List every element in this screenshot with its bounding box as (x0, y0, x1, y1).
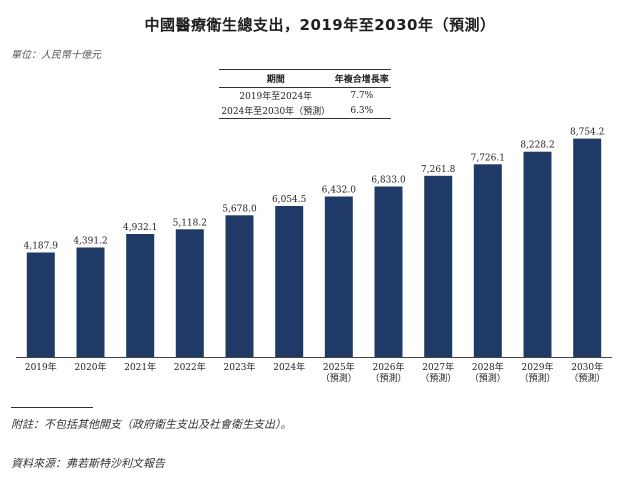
chart-title: 中國醫療衛生總支出，2019年至2030年（預測） (144, 16, 496, 34)
x-tick-label: 2020年 (75, 361, 107, 373)
x-tick-label: （預測） (370, 372, 406, 384)
x-tick-label: 2019年 (25, 361, 57, 373)
cagr-period: 2019年至2024年 (239, 92, 313, 102)
data-label: 4,932.1 (123, 223, 157, 233)
x-tick-label: 2029年 (522, 361, 554, 373)
x-tick-label: （預測） (321, 372, 357, 384)
x-tick-label: （預測） (519, 372, 555, 384)
cagr-rate: 6.3% (332, 103, 391, 119)
bar (573, 138, 602, 357)
bar (473, 164, 502, 357)
x-tick-label: 2023年 (224, 361, 256, 373)
x-tick-label: 2025年 (323, 361, 355, 373)
data-label: 7,261.8 (421, 165, 456, 175)
x-tick-label: 2021年 (124, 361, 156, 373)
x-tick-label: 2024年 (273, 361, 305, 373)
data-label: 4,187.9 (24, 242, 59, 252)
bar (126, 234, 155, 357)
bar (424, 175, 453, 357)
x-tick-label: （預測） (420, 372, 456, 384)
cagr-row: 2024年至2030年（預測） 6.3% (219, 103, 391, 119)
footnote: 附註：不包括其他開支（政府衛生支出及社會衛生支出）。 (11, 418, 292, 431)
bar (225, 215, 254, 357)
x-tick-label: 2026年 (373, 361, 405, 373)
bar (324, 196, 353, 357)
cagr-header-row: 期間 年複合增長率 (219, 69, 391, 88)
bar (374, 186, 403, 357)
bar-chart: 4,187.9 2019年 4,391.2 2020年 4,932.1 2021年 5,11… (16, 128, 612, 384)
cagr-header-rate: 年複合增長率 (332, 69, 391, 88)
x-tick-label: 2022年 (174, 361, 206, 373)
cagr-table: 期間 年複合增長率 2019年至2024年 7.7% 2024年至2030年（預… (219, 69, 391, 119)
data-label: 6,833.0 (371, 176, 406, 186)
source-note: 資料來源：弗若斯特沙利文報告 (11, 457, 165, 470)
footnote-divider (11, 407, 93, 408)
data-label: 7,726.1 (471, 153, 505, 163)
data-label: 5,678.0 (222, 204, 257, 214)
bar (175, 229, 204, 357)
data-label: 4,391.2 (73, 237, 107, 247)
cagr-header-period: 期間 (219, 69, 333, 88)
bar (523, 151, 552, 357)
x-tick-label: （預測） (569, 372, 605, 384)
x-tick-label: 2028年 (472, 361, 504, 373)
unit-label: 單位：人民幣十億元 (11, 50, 101, 61)
data-label: 8,754.2 (570, 128, 604, 138)
bar (26, 252, 55, 357)
bar (76, 247, 105, 357)
x-tick-label: 2030年 (571, 361, 603, 373)
x-tick-label: （預測） (470, 372, 506, 384)
x-tick-label: 2027年 (422, 361, 454, 373)
cagr-rate: 7.7% (350, 90, 374, 101)
data-label: 6,054.5 (272, 195, 307, 205)
data-label: 6,432.0 (322, 186, 357, 196)
cagr-period: 2024年至2030年（預測） (219, 103, 333, 119)
data-label: 5,118.2 (173, 218, 207, 228)
bar (275, 206, 304, 357)
data-label: 8,228.2 (520, 141, 554, 151)
cagr-row: 2019年至2024年 7.7% (219, 88, 391, 104)
